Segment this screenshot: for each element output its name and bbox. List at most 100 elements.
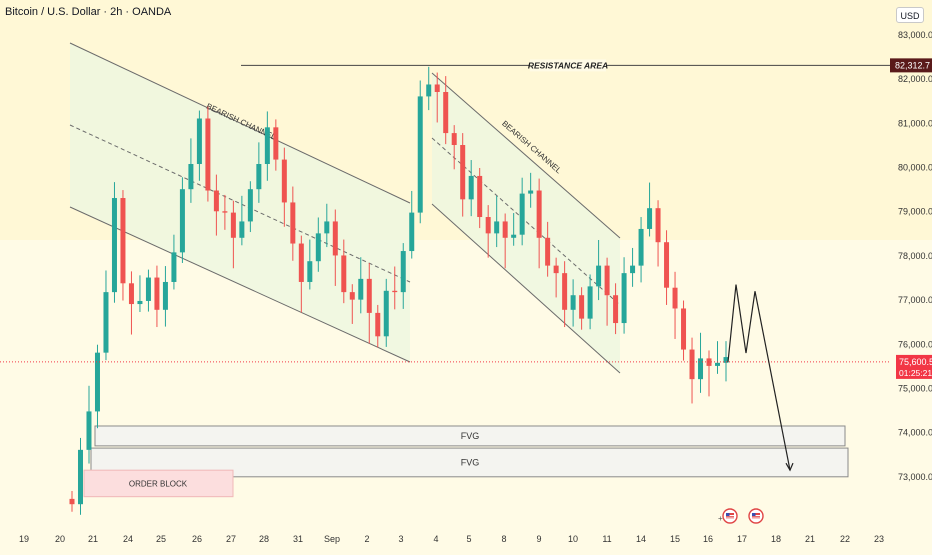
x-axis[interactable]: 19 20 21 24 25 26 27 28 31 Sep 2 3 4 5 8 9 10 11 14 15 16 17 1… bbox=[19, 534, 884, 544]
candle-body bbox=[400, 251, 406, 293]
candle-body bbox=[332, 221, 338, 256]
x-tick-label: 18 bbox=[771, 534, 781, 544]
candle-body bbox=[94, 352, 100, 412]
candle-body bbox=[596, 265, 602, 287]
x-tick-label: 21 bbox=[805, 534, 815, 544]
x-tick-label: 4 bbox=[433, 534, 438, 544]
candle bbox=[94, 344, 100, 429]
candle bbox=[222, 194, 228, 230]
candle bbox=[655, 200, 661, 267]
candle bbox=[417, 80, 423, 224]
candle bbox=[630, 247, 636, 287]
candle bbox=[264, 111, 270, 181]
candle-body bbox=[137, 300, 143, 305]
candle bbox=[511, 213, 517, 246]
candle bbox=[256, 142, 262, 203]
candle bbox=[171, 234, 177, 290]
candle bbox=[477, 167, 483, 229]
candle-body bbox=[324, 221, 330, 234]
candle-body bbox=[86, 411, 92, 450]
y-tick-label: 76,000.0 bbox=[898, 339, 932, 349]
candle bbox=[723, 341, 729, 382]
candle bbox=[553, 257, 559, 298]
candle-body bbox=[621, 273, 627, 324]
candle bbox=[383, 278, 389, 347]
projection-path[interactable] bbox=[727, 284, 791, 471]
candle bbox=[460, 133, 466, 217]
candle bbox=[715, 341, 721, 374]
candle-body bbox=[179, 189, 185, 253]
candle-body bbox=[519, 193, 525, 235]
candle-body bbox=[383, 290, 389, 337]
candle bbox=[358, 257, 364, 314]
x-tick-label: 23 bbox=[874, 534, 884, 544]
x-tick-label: 24 bbox=[123, 534, 133, 544]
us-flag-event-icon[interactable] bbox=[722, 508, 738, 524]
x-tick-label: 31 bbox=[293, 534, 303, 544]
currency-button[interactable]: USD bbox=[896, 7, 924, 23]
candle bbox=[77, 437, 83, 515]
candle bbox=[485, 205, 491, 258]
candle-body bbox=[562, 273, 568, 310]
y-tick-label: 75,000.0 bbox=[898, 383, 932, 393]
candle bbox=[315, 217, 321, 272]
y-tick-label: 73,000.0 bbox=[898, 472, 932, 482]
candle-body bbox=[579, 295, 585, 319]
candle-body bbox=[434, 84, 440, 92]
bearish-channel-2-lower-line[interactable] bbox=[431, 203, 621, 374]
y-tick-label: 74,000.0 bbox=[898, 428, 932, 438]
candle-body bbox=[715, 362, 721, 366]
x-tick-label: 28 bbox=[259, 534, 269, 544]
candle-body bbox=[205, 118, 211, 191]
candle bbox=[392, 266, 398, 310]
candle bbox=[307, 239, 313, 290]
countdown-text: 01:25:21 bbox=[899, 368, 932, 378]
bearish-channel-2-upper-line[interactable] bbox=[431, 72, 621, 239]
candle-body bbox=[120, 198, 126, 284]
candle bbox=[536, 178, 542, 269]
candles-layer bbox=[69, 66, 729, 515]
candle bbox=[375, 304, 381, 348]
candle-body bbox=[443, 91, 449, 134]
us-flag-event-icon[interactable] bbox=[748, 508, 764, 524]
candle bbox=[664, 230, 670, 305]
bearish-channel-1-fill bbox=[70, 43, 410, 362]
x-tick-label: 8 bbox=[501, 534, 506, 544]
candle-body bbox=[638, 228, 644, 266]
fvg-upper-zone[interactable] bbox=[94, 425, 846, 447]
x-tick-label: Sep bbox=[324, 534, 340, 544]
candle bbox=[613, 283, 619, 335]
y-axis[interactable]: 83,000.0 82,000.0 81,000.0 80,000.0 79,000.0… bbox=[890, 30, 932, 482]
candle-body bbox=[128, 283, 134, 305]
y-tick-label: 83,000.0 bbox=[898, 30, 932, 40]
bearish-channel-1-upper-line[interactable] bbox=[69, 42, 411, 204]
candle bbox=[162, 266, 168, 327]
candle bbox=[400, 243, 406, 309]
candle bbox=[281, 147, 287, 227]
candle-body bbox=[281, 159, 287, 203]
candle bbox=[451, 125, 457, 170]
candle-body bbox=[77, 449, 83, 505]
candle bbox=[647, 182, 653, 237]
y-tick-label: 79,000.0 bbox=[898, 207, 932, 217]
order-block-zone[interactable] bbox=[83, 469, 234, 498]
candle-body bbox=[349, 292, 355, 300]
candle bbox=[69, 490, 75, 512]
y-tick-label: 77,000.0 bbox=[898, 295, 932, 305]
candle-body bbox=[417, 96, 423, 213]
candle bbox=[239, 195, 245, 246]
bearish-channel-1-lower-line[interactable] bbox=[69, 206, 411, 363]
candle-body bbox=[230, 212, 236, 238]
candle bbox=[205, 106, 211, 202]
candle-body bbox=[307, 261, 313, 282]
candle-body bbox=[494, 221, 500, 234]
candle bbox=[596, 239, 602, 301]
candle-body bbox=[298, 243, 304, 282]
candle bbox=[502, 213, 508, 269]
candle-body bbox=[528, 190, 534, 194]
candle-body bbox=[468, 175, 474, 200]
candle-body bbox=[145, 277, 151, 301]
x-tick-label: 17 bbox=[737, 534, 747, 544]
candle-body bbox=[655, 208, 661, 243]
